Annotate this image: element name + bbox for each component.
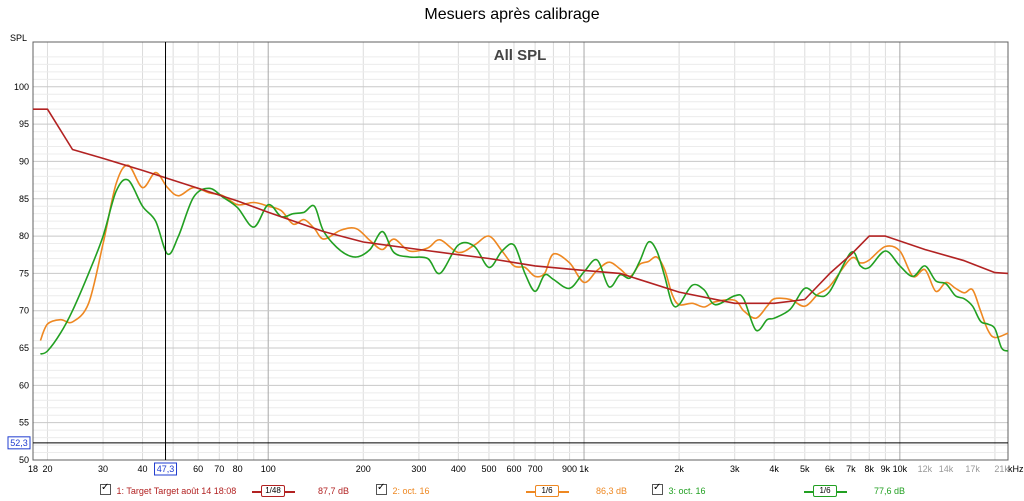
cursor-x-readout-box [154,462,178,476]
x-tick-label: 100 [261,464,276,474]
x-tick-label: 2k [674,464,684,474]
x-tick-label: 14k [939,464,954,474]
minor-grid [33,42,1008,460]
x-tick-label: 70 [214,464,224,474]
x-tick-label: 40 [138,464,148,474]
legend-smoothing-oct16-b[interactable]: 1/6 [804,484,864,498]
y-tick-label: 50 [19,455,29,465]
legend-line-left [804,491,814,493]
x-tick-label: 10k [893,464,908,474]
x-tick-label: 5k [800,464,810,474]
series-line-3 [40,178,1009,355]
legend-line-right [285,491,295,493]
legend-line-right [837,491,847,493]
y-tick-label: 75 [19,268,29,278]
level-value: 87,7 dB [318,486,350,496]
legend-level-oct16-b: 77,6 dB [874,484,905,498]
legend-line-left [252,491,262,493]
legend-label-target: 1: Target Target août 14 18:08 [116,486,237,496]
y-tick-label: 90 [19,156,29,166]
x-tick-label: 17k [965,464,980,474]
level-value: 77,6 dB [874,486,906,496]
cursor-y-readout-box [7,436,31,450]
x-tick-label: 200 [356,464,371,474]
legend-item-target[interactable]: 1: Target Target août 14 18:08 [100,481,237,498]
y-tick-label: 70 [19,306,29,316]
x-tick-label: 30 [98,464,108,474]
series-line-2 [39,164,1009,341]
x-tick-label: 18 [28,464,38,474]
legend-smoothing-target[interactable]: 1/48 [252,484,312,498]
cursor-layer[interactable]: 52,3 47,3 [7,42,1008,476]
series-line-1 [33,108,1009,305]
x-tick-label: 12k [918,464,933,474]
x-tick-label: 3k [730,464,740,474]
x-axis-unit-label: kHz [1008,464,1024,474]
window-title: Mesuers après calibrage [424,6,600,23]
x-tick-label: 1k [579,464,589,474]
y-tick-label: 85 [19,194,29,204]
x-tick-label: 21k [994,464,1009,474]
legend-checkbox-oct16-b[interactable] [652,481,663,495]
spl-chart[interactable]: 52,3 47,3 50 55 60 65 70 75 80 85 90 95 100 18 20 30 4… [0,0,1024,482]
x-tick-label: 9k [881,464,891,474]
legend-checkbox-target[interactable] [100,481,111,495]
legend-line-right [559,491,569,493]
x-tick-label: 8k [864,464,874,474]
y-tick-label: 60 [19,380,29,390]
y-tick-label: 55 [19,418,29,428]
y-tick-label: 95 [19,119,29,129]
x-axis-ticks: 18 20 30 40 60 70 80 100 200 300 400 500 600 700 900 1k… [28,464,1009,474]
smoothing-badge[interactable]: 1/6 [535,485,559,497]
level-value: 86,3 dB [596,486,628,496]
series-layer [33,108,1009,355]
x-tick-label: 80 [233,464,243,474]
x-tick-label: 600 [506,464,521,474]
x-tick-label: 20 [42,464,52,474]
cursor-y-readout: 52,3 [10,438,28,448]
legend-line-left [526,491,536,493]
legend-smoothing-oct16-a[interactable]: 1/6 [526,484,586,498]
x-tick-label: 400 [451,464,466,474]
y-tick-label: 65 [19,343,29,353]
legend-item-oct16-b[interactable]: 3: oct. 16 [652,481,706,498]
legend-level-target: 87,7 dB [318,484,349,498]
legend-level-oct16-a: 86,3 dB [596,484,627,498]
y-tick-label: 80 [19,231,29,241]
chart-title: All SPL [494,47,547,64]
y-axis-ticks: 50 55 60 65 70 75 80 85 90 95 100 [14,82,29,465]
x-tick-label: 60 [193,464,203,474]
cursor-x-readout: 47,3 [157,464,175,474]
x-tick-label: 700 [528,464,543,474]
legend-label-oct16-a: 2: oct. 16 [392,486,430,496]
legend-item-oct16-a[interactable]: 2: oct. 16 [376,481,430,498]
smoothing-badge[interactable]: 1/6 [813,485,837,497]
x-tick-label: 900 [562,464,577,474]
x-tick-label: 300 [411,464,426,474]
x-tick-label: 6k [825,464,835,474]
smoothing-badge[interactable]: 1/48 [261,485,285,497]
legend-label-oct16-b: 3: oct. 16 [668,486,706,496]
x-tick-label: 500 [481,464,496,474]
x-tick-label: 7k [846,464,856,474]
y-tick-label: 100 [14,82,29,92]
plot-frame [32,41,1009,461]
legend-checkbox-oct16-a[interactable] [376,481,387,495]
y-axis-label: SPL [10,33,27,43]
x-tick-label: 4k [769,464,779,474]
